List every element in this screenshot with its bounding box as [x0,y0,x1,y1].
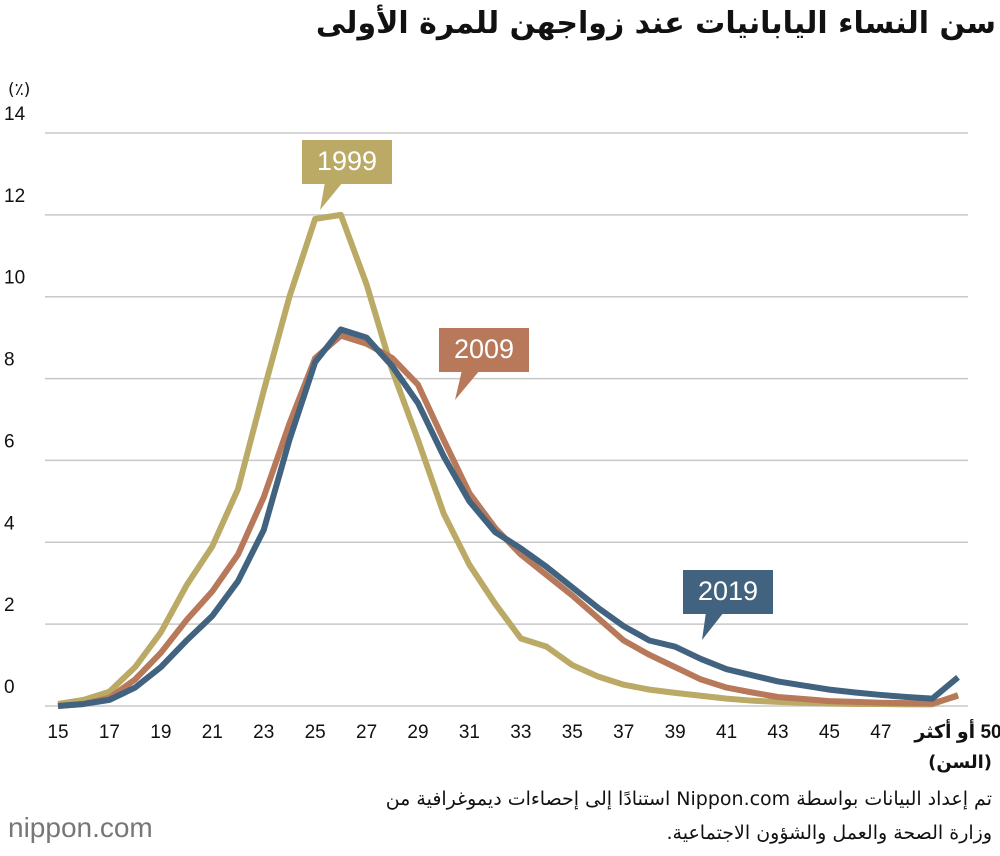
x-tick-label: 29 [407,722,428,743]
x-tick-label: 19 [150,722,171,743]
label-pointer [702,612,724,640]
logo: nippon.com [8,812,153,843]
chart-title: سن النساء اليابانيات عند زواجهن للمرة ال… [315,6,996,41]
x-axis-label: (السن) [928,752,992,773]
x-tick-label: 31 [459,722,480,743]
x-tick-label: 39 [665,722,686,743]
y-tick-label: 2 [4,595,15,616]
y-tick-label: 8 [4,350,15,371]
x-tick-label: 21 [202,722,223,743]
y-tick-label: 14 [4,104,26,125]
series-label-box [439,328,529,372]
x-tick-label: 50 أو أكثر [913,719,1000,743]
x-tick-label: 27 [356,722,377,743]
x-tick-label: 35 [562,722,583,743]
x-tick-label: 25 [305,722,326,743]
label-pointer [320,182,343,210]
y-tick-label: 10 [4,268,25,289]
series-label: 2019 [698,576,758,606]
x-tick-label: 43 [767,722,788,743]
series-label: 2009 [454,334,514,364]
x-tick-label: 33 [510,722,531,743]
series-label: 1999 [317,146,377,176]
x-tick-label: 41 [716,722,737,743]
x-tick-label: 17 [99,722,120,743]
source-line: وزارة الصحة والعمل والشؤون الاجتماعية. [666,822,993,844]
y-tick-label: 6 [4,431,15,452]
x-tick-label: 37 [613,722,634,743]
x-tick-label: 15 [47,722,68,743]
chart: 0 2 4 6 8 10 12 14 15 17 19 21 23 25 27 29 31 33 35 37 39 41 4… [4,104,1000,743]
series-label-box [302,140,392,184]
label-pointer [455,370,480,400]
x-tick-label: 47 [870,722,891,743]
y-axis-label: (٪) [8,80,31,100]
line [57,211,960,708]
y-tick-label: 0 [4,677,15,698]
x-tick-label: 23 [253,722,274,743]
y-tick-label: 4 [4,513,15,534]
x-tick-label: 45 [819,722,840,743]
line [57,332,959,709]
source-line: تم إعداد البيانات بواسطة Nippon.com استن… [385,788,992,810]
line [57,326,960,709]
y-tick-label: 12 [4,186,25,207]
series-label-box [683,570,773,614]
